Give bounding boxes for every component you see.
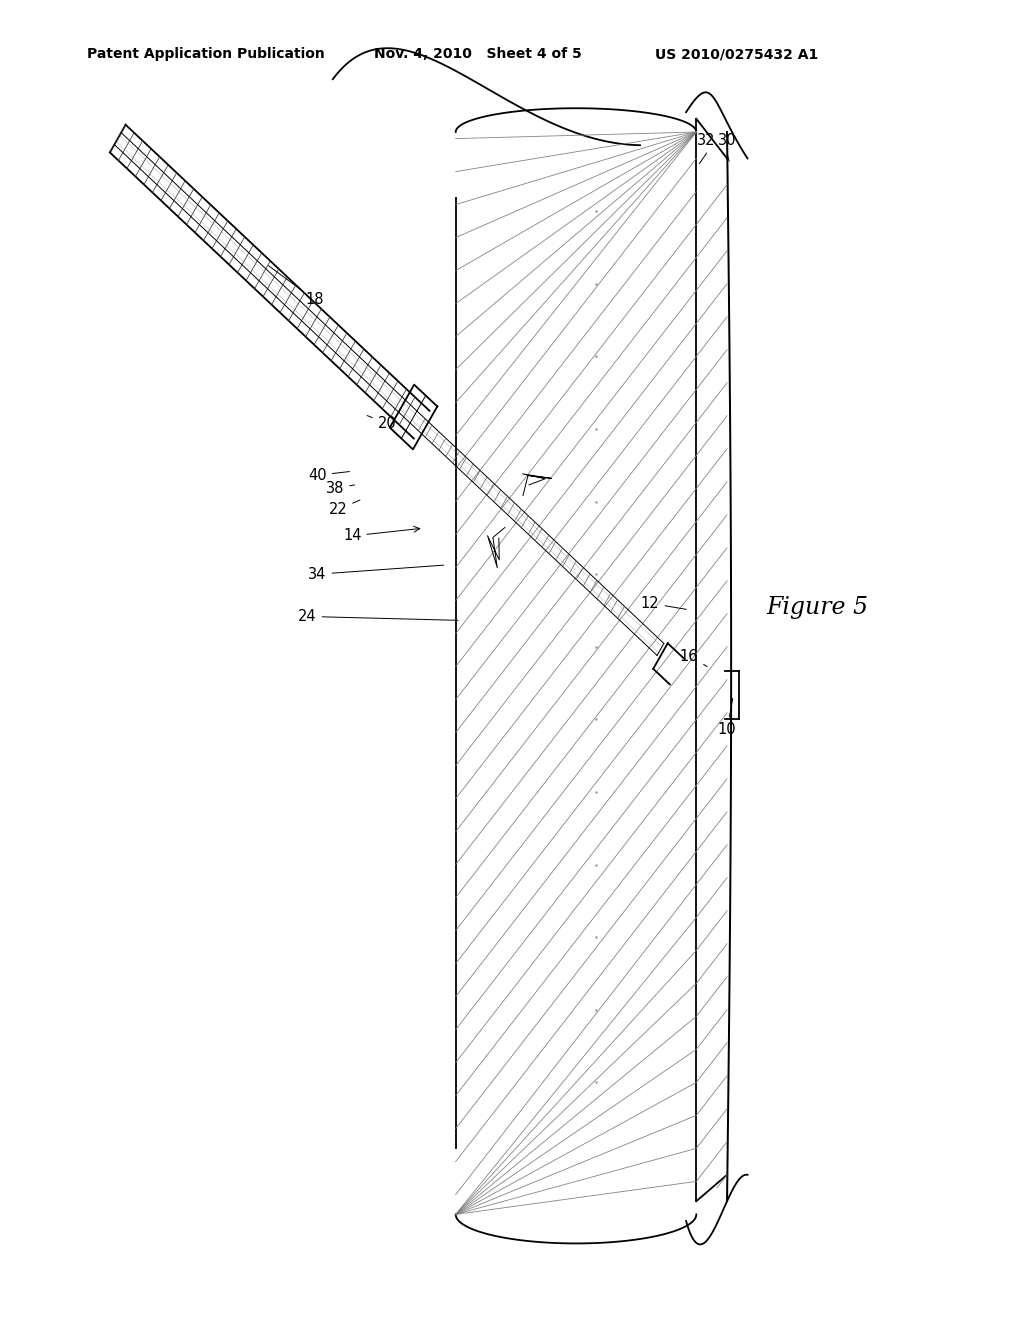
Text: 40: 40 [308,467,349,483]
Text: 12: 12 [641,595,686,611]
Text: 20: 20 [368,416,396,432]
Text: 38: 38 [326,480,354,496]
Text: 24: 24 [298,609,458,624]
Text: 10: 10 [718,698,736,738]
Text: Nov. 4, 2010   Sheet 4 of 5: Nov. 4, 2010 Sheet 4 of 5 [374,48,582,61]
Text: 30: 30 [718,133,736,148]
Text: 14: 14 [343,527,420,544]
Text: 22: 22 [329,500,360,517]
Text: 16: 16 [680,648,708,667]
Text: US 2010/0275432 A1: US 2010/0275432 A1 [655,48,818,61]
Text: 32: 32 [697,133,716,148]
Text: Patent Application Publication: Patent Application Publication [87,48,325,61]
Text: 34: 34 [308,565,443,582]
Text: 18: 18 [268,265,324,308]
Text: Figure 5: Figure 5 [766,595,868,619]
